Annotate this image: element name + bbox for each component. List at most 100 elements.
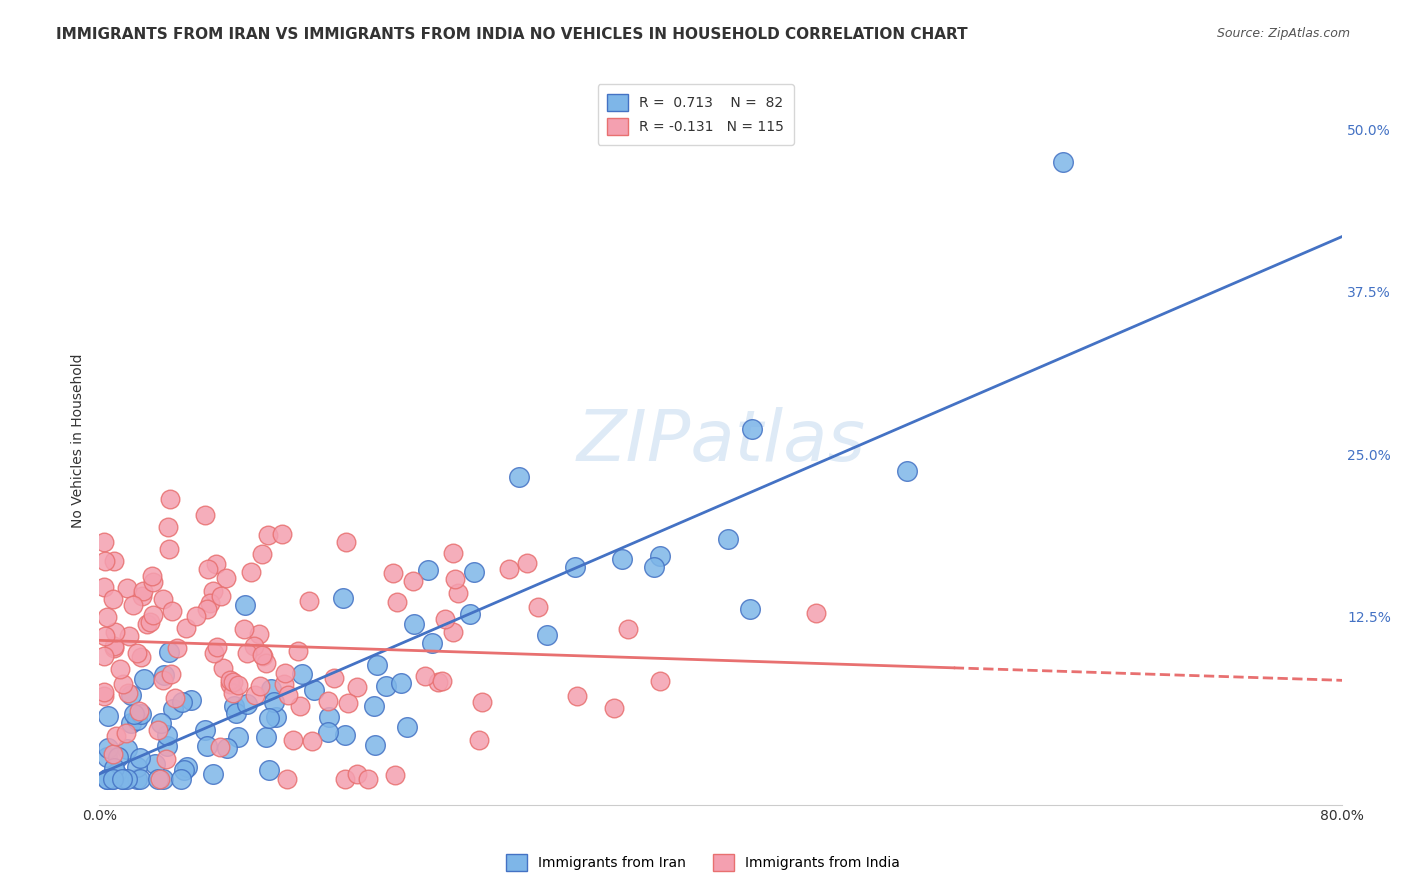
Point — [463, 565, 485, 579]
Point — [200, 596, 222, 610]
Point — [148, 723, 170, 737]
Point — [427, 675, 450, 690]
Point — [205, 640, 228, 654]
Point — [643, 559, 665, 574]
Point — [215, 740, 238, 755]
Point — [152, 673, 174, 687]
Point — [214, 571, 236, 585]
Point — [194, 723, 217, 738]
Point — [402, 574, 425, 589]
Point — [301, 733, 323, 747]
Point — [218, 676, 240, 690]
Point — [226, 677, 249, 691]
Point — [564, 559, 586, 574]
Point — [170, 772, 193, 786]
Point — [97, 741, 120, 756]
Point — [170, 695, 193, 709]
Point — [243, 639, 266, 653]
Point — [259, 764, 281, 778]
Point — [162, 605, 184, 619]
Point — [385, 595, 408, 609]
Point — [122, 599, 145, 613]
Point — [104, 729, 127, 743]
Point — [127, 760, 149, 774]
Point — [120, 716, 142, 731]
Point — [94, 554, 117, 568]
Point — [128, 704, 150, 718]
Point — [357, 772, 380, 786]
Point — [115, 582, 138, 596]
Point — [180, 692, 202, 706]
Point — [316, 694, 339, 708]
Point — [516, 556, 538, 570]
Point — [225, 706, 247, 720]
Point — [195, 602, 218, 616]
Point — [1052, 154, 1074, 169]
Point — [136, 617, 159, 632]
Point — [235, 698, 257, 712]
Point — [94, 629, 117, 643]
Point — [157, 645, 180, 659]
Point — [159, 491, 181, 506]
Point — [174, 621, 197, 635]
Point — [195, 739, 218, 753]
Point — [740, 602, 762, 616]
Point — [446, 586, 468, 600]
Point — [298, 593, 321, 607]
Point — [434, 612, 457, 626]
Point — [141, 568, 163, 582]
Point — [122, 706, 145, 721]
Point — [226, 730, 249, 744]
Point — [363, 698, 385, 713]
Point — [366, 658, 388, 673]
Point — [335, 772, 357, 786]
Point — [111, 676, 134, 690]
Point — [142, 574, 165, 589]
Point — [128, 772, 150, 786]
Point — [96, 749, 118, 764]
Point — [335, 535, 357, 549]
Point — [131, 584, 153, 599]
Point — [650, 549, 672, 564]
Point — [413, 668, 436, 682]
Point — [396, 720, 419, 734]
Point — [250, 547, 273, 561]
Point — [896, 464, 918, 478]
Point — [186, 608, 208, 623]
Text: IMMIGRANTS FROM IRAN VS IMMIGRANTS FROM INDIA NO VEHICLES IN HOUSEHOLD CORRELATI: IMMIGRANTS FROM IRAN VS IMMIGRANTS FROM … — [56, 27, 967, 42]
Point — [163, 690, 186, 705]
Point — [117, 686, 139, 700]
Point — [243, 688, 266, 702]
Point — [93, 580, 115, 594]
Point — [281, 732, 304, 747]
Point — [93, 685, 115, 699]
Point — [222, 698, 245, 713]
Point — [239, 565, 262, 579]
Point — [443, 572, 465, 586]
Point — [152, 668, 174, 682]
Point — [101, 747, 124, 761]
Point — [125, 646, 148, 660]
Point — [97, 708, 120, 723]
Point — [125, 772, 148, 786]
Point — [205, 558, 228, 572]
Point — [104, 625, 127, 640]
Point — [257, 528, 280, 542]
Point — [222, 686, 245, 700]
Point — [160, 667, 183, 681]
Point — [249, 679, 271, 693]
Point — [290, 698, 312, 713]
Point — [103, 760, 125, 774]
Point — [468, 732, 491, 747]
Point — [129, 706, 152, 721]
Point — [156, 739, 179, 754]
Point — [291, 667, 314, 681]
Point — [336, 696, 359, 710]
Point — [157, 542, 180, 557]
Point — [152, 772, 174, 786]
Point — [117, 772, 139, 786]
Point — [441, 546, 464, 560]
Point — [264, 710, 287, 724]
Point — [193, 508, 215, 523]
Point — [152, 591, 174, 606]
